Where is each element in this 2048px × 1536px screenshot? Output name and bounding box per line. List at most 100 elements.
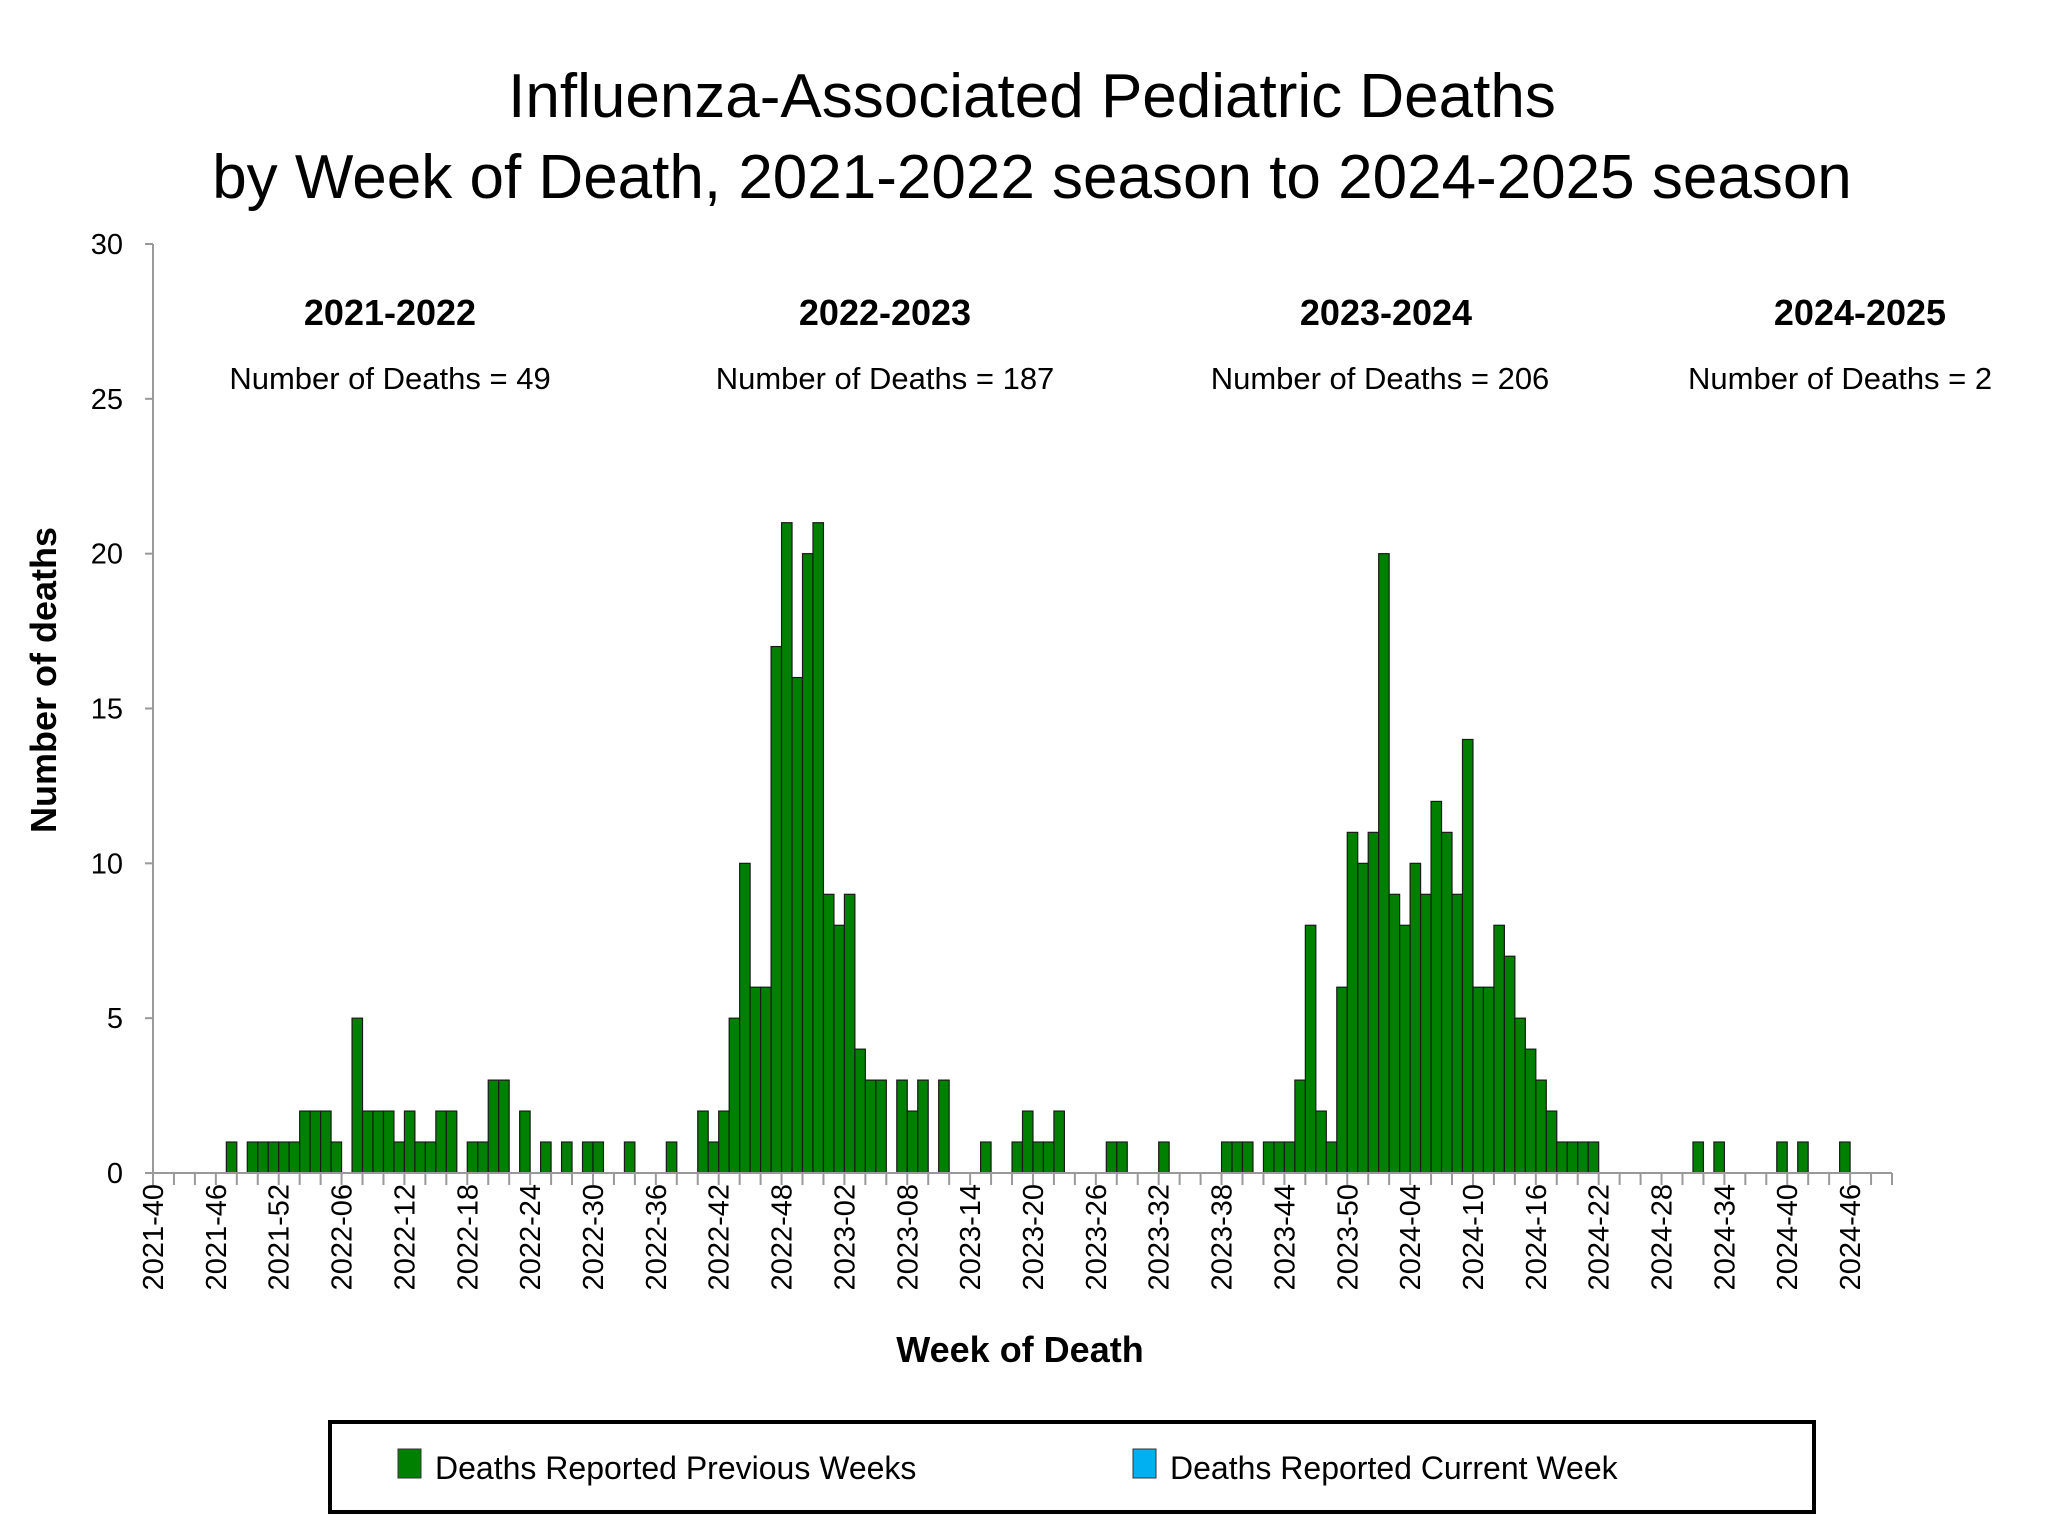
bar-2023-38	[1220, 1141, 1233, 1174]
bar-2024-06	[1430, 800, 1443, 1174]
season-name: 2021-2022	[304, 292, 476, 333]
bar-2022-09	[372, 1110, 385, 1174]
bar-2023-08	[906, 1110, 919, 1174]
bar-2024-33	[1713, 1141, 1725, 1174]
bar-2023-50	[1346, 831, 1359, 1174]
bar-2022-37	[665, 1141, 678, 1174]
bar-2022-21	[498, 1079, 510, 1174]
bar-2022-07	[351, 1017, 364, 1174]
bar-2023-39	[1231, 1141, 1244, 1174]
x-tick-label: 2022-36	[641, 1184, 673, 1290]
x-tick-label: 2022-48	[767, 1184, 799, 1290]
x-tick-label: 2022-12	[389, 1184, 421, 1290]
x-tick-label: 2022-42	[704, 1184, 736, 1290]
bar-2023-02	[843, 893, 856, 1174]
x-tick-label: 2024-04	[1395, 1184, 1427, 1290]
season-deaths: Number of Deaths = 187	[716, 361, 1055, 396]
bar-2021-51	[267, 1141, 280, 1174]
y-tick-label: 30	[91, 229, 123, 261]
bar-2024-17	[1545, 1110, 1558, 1174]
bar-2022-14	[424, 1141, 437, 1174]
bar-2022-13	[414, 1141, 426, 1174]
bar-2022-47	[770, 645, 783, 1174]
y-tick-label: 5	[107, 1003, 123, 1035]
bar-2022-45	[749, 986, 762, 1174]
bar-2023-32	[1158, 1141, 1170, 1174]
bar-2022-19	[477, 1141, 489, 1174]
legend: Deaths Reported Previous Weeks Deaths Re…	[328, 1420, 1816, 1514]
bar-2022-27	[560, 1141, 573, 1174]
x-tick-label: 2021-40	[138, 1184, 170, 1290]
bar-2022-40	[697, 1110, 709, 1174]
bar-2023-48	[1325, 1141, 1338, 1174]
season-name: 2022-2023	[799, 292, 971, 333]
bar-2024-09	[1461, 738, 1474, 1174]
bar-2022-04	[320, 1110, 332, 1174]
bar-2023-22	[1053, 1110, 1066, 1174]
x-tick-label: 2024-34	[1709, 1184, 1741, 1290]
x-tick-label: 2024-40	[1772, 1184, 1804, 1290]
chart-title: Influenza-Associated Pediatric Deaths	[508, 62, 1556, 131]
y-tick-label: 0	[107, 1158, 123, 1190]
bar-2024-45	[1839, 1141, 1851, 1174]
bar-2024-21	[1587, 1141, 1600, 1174]
bar-2023-28	[1116, 1141, 1128, 1174]
bar-2022-15	[435, 1110, 447, 1174]
bar-2024-39	[1776, 1141, 1788, 1174]
x-tick-label: 2021-46	[201, 1184, 233, 1290]
x-tick-label: 2023-44	[1269, 1184, 1301, 1290]
x-tick-label: 2023-50	[1332, 1184, 1364, 1290]
bar-2021-47	[225, 1141, 238, 1174]
season-deaths: Number of Deaths = 206	[1211, 361, 1550, 396]
season-name: 2023-2024	[1300, 292, 1472, 333]
x-tick-label: 2023-32	[1144, 1184, 1176, 1290]
bar-2023-21	[1042, 1141, 1055, 1174]
bar-2023-18	[1011, 1141, 1024, 1174]
x-tick-label: 2023-38	[1207, 1184, 1239, 1290]
bar-2022-41	[707, 1141, 720, 1174]
y-tick-label: 15	[91, 694, 123, 726]
bar-2022-43	[728, 1017, 741, 1174]
bar-2024-15	[1524, 1048, 1537, 1174]
bar-2024-13	[1503, 955, 1516, 1174]
x-tick-label: 2023-08	[892, 1184, 924, 1290]
bar-2021-49	[246, 1141, 259, 1174]
legend-label-current: Deaths Reported Current Week	[1170, 1450, 1619, 1486]
x-tick-label: 2021-52	[264, 1184, 296, 1290]
chart-subtitle: by Week of Death, 2021-2022 season to 20…	[212, 143, 1852, 212]
bar-2022-16	[445, 1110, 458, 1174]
bar-2023-07	[896, 1079, 908, 1174]
bar-2024-18	[1556, 1141, 1568, 1174]
bar-2021-50	[257, 1141, 269, 1174]
y-tick-label: 10	[91, 848, 123, 880]
bar-2024-03	[1399, 924, 1411, 1174]
x-axis-title: Week of Death	[896, 1329, 1143, 1370]
x-tick-label: 2023-02	[829, 1184, 861, 1290]
bar-2022-08	[361, 1110, 374, 1174]
legend-label-previous: Deaths Reported Previous Weeks	[435, 1450, 916, 1486]
bar-2024-20	[1577, 1141, 1589, 1174]
bar-2022-01	[288, 1141, 301, 1174]
x-tick-label: 2024-10	[1458, 1184, 1490, 1290]
bar-2022-49	[791, 676, 804, 1174]
bar-2024-11	[1482, 986, 1495, 1174]
bar-2024-05	[1419, 893, 1432, 1174]
legend-swatch-previous	[397, 1448, 422, 1479]
season-deaths: Number of Deaths = 2	[1688, 361, 1992, 396]
bar-2024-08	[1451, 893, 1464, 1174]
x-tick-label: 2023-20	[1018, 1184, 1050, 1290]
bar-2024-10	[1472, 986, 1485, 1174]
bar-2023-19	[1021, 1110, 1034, 1174]
bar-2022-25	[540, 1141, 552, 1174]
bar-2022-02	[299, 1110, 311, 1174]
x-tick-label: 2022-24	[515, 1184, 547, 1290]
bar-2022-52	[822, 893, 835, 1174]
x-tick-label: 2024-28	[1647, 1184, 1679, 1290]
bar-2022-44	[739, 862, 751, 1174]
bar-2022-03	[309, 1110, 322, 1174]
bar-2022-50	[801, 553, 814, 1174]
bar-2023-42	[1262, 1141, 1275, 1174]
bar-2024-31	[1692, 1141, 1705, 1174]
axes: 0 5 10 15 20 25 30 2021-40 2021-46 2021-52 2022-06…	[91, 229, 1893, 1290]
